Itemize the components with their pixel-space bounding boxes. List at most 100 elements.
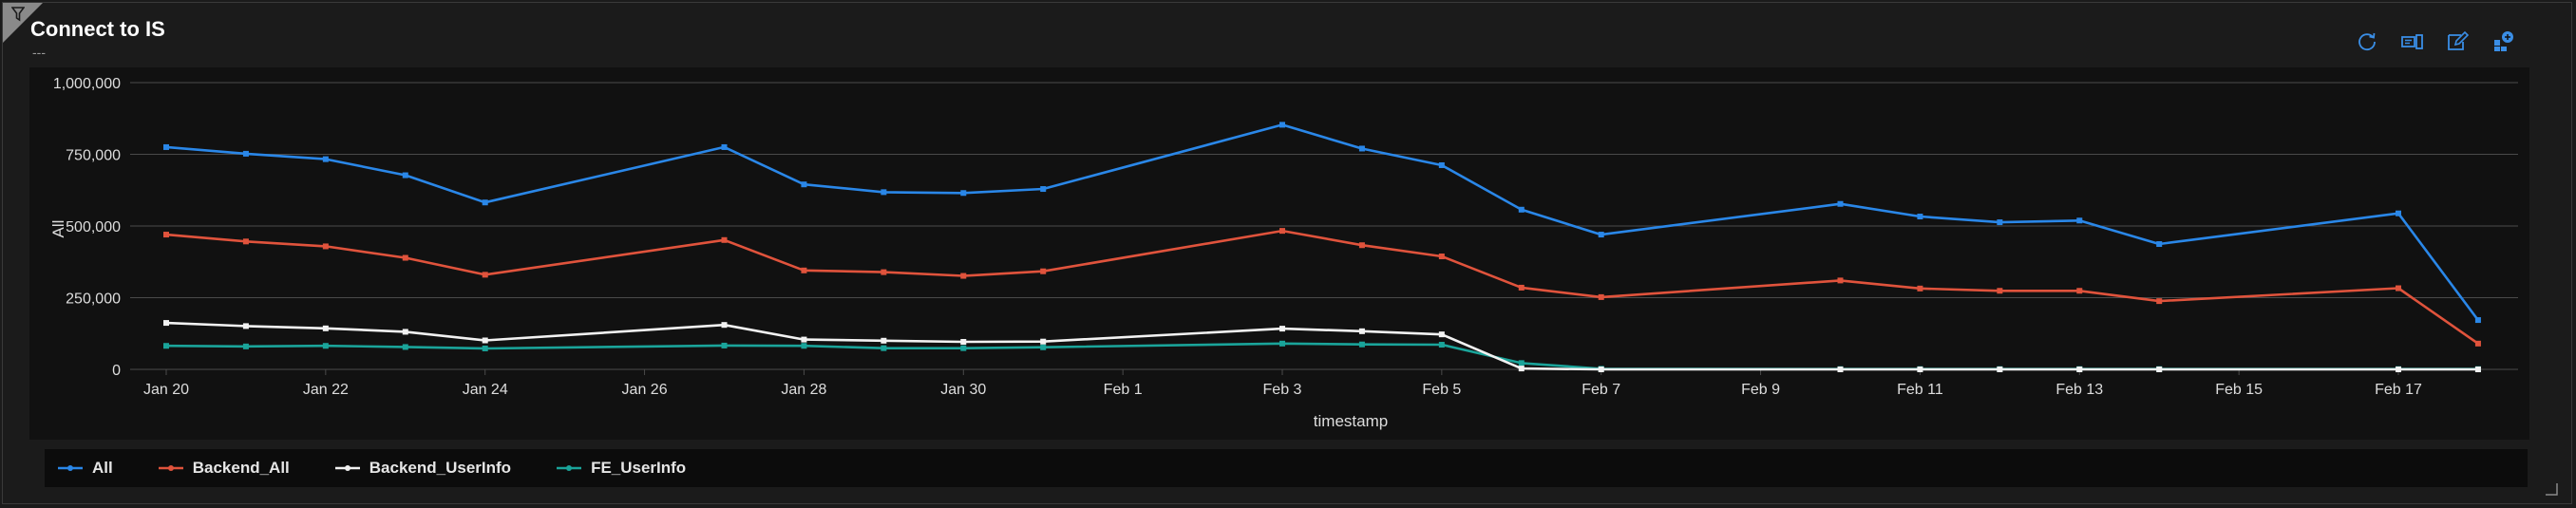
- data-point-backend-all[interactable]: [1997, 288, 2003, 294]
- data-point-backend-userinfo[interactable]: [1518, 366, 1525, 372]
- data-point-all[interactable]: [2076, 217, 2083, 224]
- data-point-fe-userinfo[interactable]: [881, 345, 887, 351]
- x-tick-label: Jan 30: [940, 382, 986, 398]
- data-point-fe-userinfo[interactable]: [482, 345, 488, 351]
- data-point-fe-userinfo[interactable]: [1279, 340, 1285, 347]
- data-point-fe-userinfo[interactable]: [721, 342, 728, 348]
- data-point-all[interactable]: [721, 143, 728, 150]
- series-line-backend-userinfo[interactable]: [165, 321, 2478, 371]
- data-point-backend-userinfo[interactable]: [2156, 367, 2163, 372]
- data-point-all[interactable]: [2156, 241, 2163, 248]
- data-point-all[interactable]: [801, 181, 807, 188]
- data-point-fe-userinfo[interactable]: [1358, 341, 1365, 348]
- resize-handle-icon[interactable]: [2545, 482, 2558, 496]
- series-line-fe-userinfo[interactable]: [165, 342, 2478, 370]
- x-tick-label: Jan 26: [622, 382, 668, 398]
- data-point-all[interactable]: [1598, 232, 1604, 238]
- data-point-fe-userinfo[interactable]: [1518, 360, 1525, 367]
- data-point-backend-all[interactable]: [1358, 242, 1365, 249]
- data-point-backend-all[interactable]: [2156, 298, 2163, 305]
- data-point-backend-userinfo[interactable]: [2396, 367, 2401, 372]
- data-point-backend-all[interactable]: [2076, 288, 2083, 294]
- data-point-all[interactable]: [1279, 122, 1285, 128]
- legend-item-fe-userinfo[interactable]: FE_UserInfo: [557, 459, 686, 478]
- series-line-backend-all[interactable]: [165, 229, 2479, 345]
- data-point-all[interactable]: [163, 143, 169, 150]
- data-point-backend-all[interactable]: [801, 267, 807, 273]
- data-point-backend-userinfo[interactable]: [2474, 367, 2481, 372]
- data-point-backend-all[interactable]: [881, 269, 887, 275]
- data-point-fe-userinfo[interactable]: [242, 343, 249, 349]
- dashboard-icon[interactable]: [2490, 28, 2518, 56]
- data-point-backend-userinfo[interactable]: [402, 329, 408, 335]
- data-point-backend-userinfo[interactable]: [482, 337, 488, 344]
- data-point-all[interactable]: [402, 172, 408, 179]
- data-point-backend-all[interactable]: [1917, 285, 1923, 292]
- data-point-backend-userinfo[interactable]: [1837, 367, 1844, 372]
- data-point-backend-userinfo[interactable]: [242, 323, 249, 329]
- data-point-backend-all[interactable]: [1040, 268, 1047, 274]
- data-point-fe-userinfo[interactable]: [1040, 344, 1047, 350]
- data-point-backend-all[interactable]: [721, 236, 728, 243]
- data-point-backend-userinfo[interactable]: [960, 339, 967, 346]
- edit-icon[interactable]: [2444, 28, 2472, 56]
- data-point-backend-all[interactable]: [1438, 254, 1445, 260]
- data-point-all[interactable]: [242, 150, 249, 157]
- data-point-all[interactable]: [960, 190, 967, 197]
- data-point-backend-all[interactable]: [163, 232, 169, 238]
- data-point-fe-userinfo[interactable]: [402, 344, 408, 350]
- filter-icon[interactable]: [11, 7, 25, 22]
- data-point-all[interactable]: [881, 189, 887, 196]
- data-point-all[interactable]: [1358, 145, 1365, 152]
- data-point-backend-userinfo[interactable]: [1040, 338, 1047, 345]
- data-point-backend-userinfo[interactable]: [2076, 367, 2083, 372]
- data-point-backend-all[interactable]: [322, 243, 329, 250]
- data-point-backend-userinfo[interactable]: [1997, 367, 2003, 372]
- data-point-fe-userinfo[interactable]: [322, 343, 329, 349]
- legend-item-backend-userinfo[interactable]: Backend_UserInfo: [334, 459, 511, 478]
- data-point-all[interactable]: [1438, 161, 1445, 168]
- legend-item-all[interactable]: All: [58, 459, 113, 478]
- data-point-backend-userinfo[interactable]: [1917, 367, 1923, 372]
- data-point-backend-all[interactable]: [1518, 284, 1525, 291]
- data-point-all[interactable]: [1040, 186, 1047, 193]
- data-point-backend-all[interactable]: [1598, 293, 1604, 300]
- query-icon[interactable]: [2398, 28, 2427, 56]
- data-point-backend-userinfo[interactable]: [1598, 367, 1604, 372]
- data-point-all[interactable]: [1518, 206, 1525, 213]
- panel-toolbar: [2353, 28, 2518, 56]
- data-point-all[interactable]: [1917, 214, 1923, 220]
- data-point-fe-userinfo[interactable]: [163, 343, 169, 349]
- data-point-backend-userinfo[interactable]: [322, 325, 329, 331]
- data-point-backend-userinfo[interactable]: [1358, 328, 1365, 334]
- data-point-all[interactable]: [482, 199, 488, 206]
- data-point-all[interactable]: [2396, 210, 2401, 216]
- data-point-all[interactable]: [1837, 200, 1844, 207]
- data-point-backend-all[interactable]: [2396, 285, 2401, 292]
- data-point-backend-userinfo[interactable]: [1279, 326, 1285, 332]
- data-point-backend-userinfo[interactable]: [721, 322, 728, 329]
- refresh-icon[interactable]: [2353, 28, 2381, 56]
- series-line-all[interactable]: [165, 123, 2479, 321]
- legend-item-backend-all[interactable]: Backend_All: [158, 459, 290, 478]
- data-point-all[interactable]: [1997, 219, 2003, 226]
- data-point-backend-userinfo[interactable]: [163, 320, 169, 327]
- data-point-backend-all[interactable]: [1279, 228, 1285, 235]
- data-point-backend-all[interactable]: [960, 273, 967, 279]
- data-point-fe-userinfo[interactable]: [1438, 342, 1445, 348]
- data-point-all[interactable]: [2474, 317, 2481, 324]
- data-point-backend-all[interactable]: [402, 254, 408, 261]
- data-point-backend-all[interactable]: [1837, 277, 1844, 284]
- plot-area: 0 250,000 500,000 750,000 1,000,000 Jan 20 Ja…: [29, 67, 2529, 440]
- data-point-backend-all[interactable]: [482, 272, 488, 278]
- data-point-backend-userinfo[interactable]: [1438, 331, 1445, 338]
- data-point-backend-all[interactable]: [242, 238, 249, 245]
- data-point-fe-userinfo[interactable]: [960, 345, 967, 351]
- x-tick-label: Jan 22: [303, 382, 349, 398]
- data-point-backend-all[interactable]: [2474, 340, 2481, 347]
- data-point-fe-userinfo[interactable]: [801, 343, 807, 349]
- data-point-backend-userinfo[interactable]: [881, 337, 887, 344]
- data-point-backend-userinfo[interactable]: [801, 336, 807, 343]
- data-point-all[interactable]: [322, 156, 329, 162]
